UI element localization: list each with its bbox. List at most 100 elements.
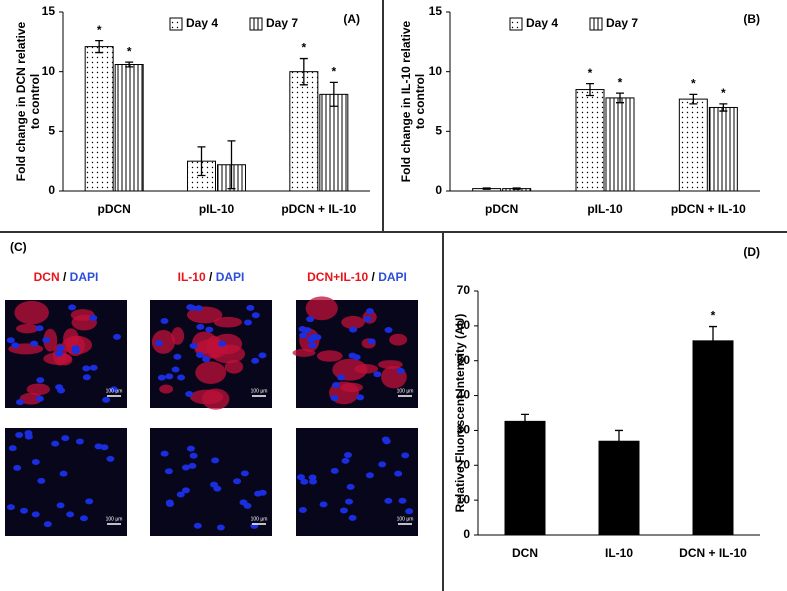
nucleus bbox=[59, 470, 68, 477]
scale-bar-label: 100 µm bbox=[397, 516, 414, 522]
panel-label: (C) bbox=[10, 240, 27, 254]
cell bbox=[16, 323, 39, 334]
cell bbox=[292, 348, 316, 357]
nucleus bbox=[181, 464, 190, 471]
x-tick-label: DCN bbox=[512, 546, 538, 560]
significance-marker: * bbox=[618, 75, 623, 89]
y-tick-label: 20 bbox=[457, 457, 471, 471]
error-bar bbox=[586, 82, 594, 97]
nucleus bbox=[71, 347, 80, 354]
bar bbox=[84, 46, 114, 192]
nucleus bbox=[309, 334, 318, 341]
nucleus bbox=[31, 459, 40, 466]
y-tick-label: 30 bbox=[457, 423, 471, 437]
nucleus bbox=[396, 367, 405, 374]
x-tick-label: pDCN + IL-10 bbox=[281, 202, 356, 216]
error-bar bbox=[719, 103, 728, 112]
nucleus bbox=[43, 521, 52, 528]
error-bar bbox=[482, 187, 491, 190]
nucleus bbox=[165, 373, 174, 380]
significance-marker: * bbox=[331, 65, 336, 79]
nucleus bbox=[82, 365, 91, 372]
nucleus bbox=[15, 432, 24, 439]
nucleus bbox=[363, 316, 372, 323]
nucleus bbox=[94, 443, 103, 450]
error-bar bbox=[689, 93, 698, 105]
nucleus bbox=[202, 356, 211, 363]
cell bbox=[305, 296, 338, 321]
nucleus bbox=[56, 345, 65, 352]
nucleus bbox=[308, 342, 317, 349]
bar bbox=[319, 93, 349, 192]
bar bbox=[692, 340, 734, 536]
nucleus bbox=[330, 394, 339, 401]
title-part: / bbox=[209, 270, 213, 284]
title-part: DAPI bbox=[70, 270, 99, 284]
nucleus bbox=[345, 498, 354, 505]
nucleus bbox=[36, 377, 45, 384]
cell bbox=[43, 328, 58, 352]
nucleus bbox=[61, 435, 70, 442]
nucleus bbox=[57, 387, 66, 394]
x-tick-label: pDCN bbox=[98, 202, 131, 216]
y-tick-label: 0 bbox=[463, 527, 470, 541]
nucleus bbox=[258, 489, 267, 496]
nucleus bbox=[258, 352, 267, 359]
cell bbox=[186, 306, 223, 324]
nucleus bbox=[35, 395, 44, 402]
y-tick-label: 15 bbox=[429, 4, 443, 18]
nucleus bbox=[37, 477, 46, 484]
nucleus bbox=[378, 461, 387, 468]
cell bbox=[61, 335, 93, 355]
y-tick-label: 10 bbox=[429, 64, 443, 78]
nucleus bbox=[177, 374, 186, 381]
x-tick-label: pIL-10 bbox=[199, 202, 235, 216]
error-bar bbox=[329, 81, 338, 107]
y-axis-label: Fold change in DCN relative bbox=[14, 21, 28, 181]
error-bar bbox=[125, 61, 134, 68]
significance-marker: * bbox=[127, 44, 132, 58]
y-tick-label: 15 bbox=[42, 4, 56, 18]
nucleus bbox=[211, 457, 220, 464]
panel-label: (A) bbox=[343, 12, 360, 26]
bar bbox=[575, 89, 605, 192]
nucleus bbox=[394, 470, 403, 477]
nucleus bbox=[56, 502, 65, 509]
significance-marker: * bbox=[711, 309, 716, 323]
nucleus bbox=[373, 371, 382, 378]
error-bar bbox=[615, 429, 623, 453]
cell bbox=[389, 333, 408, 346]
bar bbox=[598, 440, 640, 536]
nucleus bbox=[299, 332, 308, 339]
nucleus bbox=[398, 497, 407, 504]
nucleus bbox=[251, 312, 260, 319]
cell bbox=[14, 300, 49, 325]
nucleus bbox=[189, 342, 198, 349]
scale-bar-label: 100 µm bbox=[397, 388, 414, 394]
cell bbox=[26, 383, 50, 396]
legend-label: Day 4 bbox=[526, 16, 558, 30]
nucleus bbox=[331, 382, 340, 389]
title-part: / bbox=[63, 270, 67, 284]
y-axis-label: Relative Fluorescent Intensity (AU) bbox=[453, 314, 467, 513]
cell bbox=[195, 361, 227, 384]
nucleus bbox=[164, 468, 173, 475]
significance-marker: * bbox=[691, 77, 696, 91]
nucleus bbox=[181, 487, 190, 494]
significance-marker: * bbox=[97, 23, 102, 37]
nucleus bbox=[319, 501, 328, 508]
nucleus bbox=[82, 374, 91, 381]
nucleus bbox=[79, 515, 88, 522]
nucleus bbox=[341, 457, 350, 464]
significance-marker: * bbox=[721, 86, 726, 100]
y-tick-label: 0 bbox=[435, 183, 442, 197]
bar bbox=[605, 97, 635, 192]
nucleus bbox=[102, 396, 111, 403]
panel-label: (B) bbox=[743, 12, 760, 26]
nucleus bbox=[185, 390, 194, 397]
nucleus bbox=[348, 514, 357, 521]
bar bbox=[708, 106, 738, 192]
nucleus bbox=[297, 474, 306, 481]
nucleus bbox=[176, 491, 185, 498]
nucleus bbox=[210, 481, 219, 488]
